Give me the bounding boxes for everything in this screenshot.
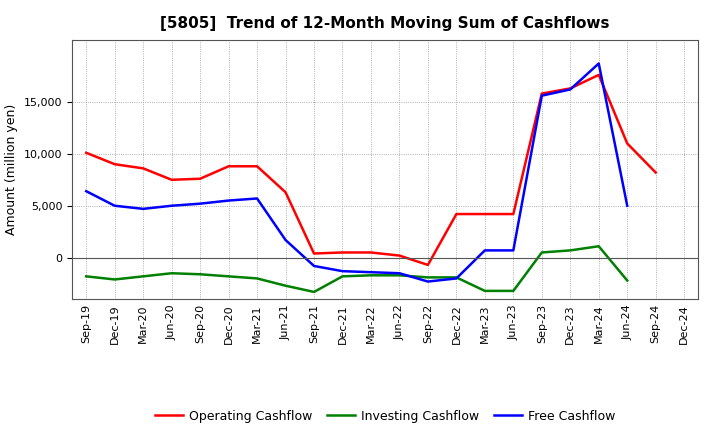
- Operating Cashflow: [652, 170, 660, 175]
- Free Cashflow: [452, 276, 461, 281]
- Operating Cashflow: [196, 176, 204, 181]
- Free Cashflow: [366, 270, 375, 275]
- Free Cashflow: [253, 196, 261, 201]
- Free Cashflow: [167, 203, 176, 209]
- Free Cashflow: [480, 248, 489, 253]
- Free Cashflow: [310, 263, 318, 268]
- Title: [5805]  Trend of 12-Month Moving Sum of Cashflows: [5805] Trend of 12-Month Moving Sum of C…: [161, 16, 610, 32]
- Operating Cashflow: [595, 72, 603, 77]
- Free Cashflow: [110, 203, 119, 209]
- Operating Cashflow: [509, 211, 518, 216]
- Operating Cashflow: [452, 211, 461, 216]
- Investing Cashflow: [196, 271, 204, 277]
- Free Cashflow: [509, 248, 518, 253]
- Free Cashflow: [338, 268, 347, 274]
- Operating Cashflow: [310, 251, 318, 256]
- Operating Cashflow: [110, 161, 119, 167]
- Operating Cashflow: [167, 177, 176, 183]
- Free Cashflow: [595, 61, 603, 66]
- Investing Cashflow: [595, 244, 603, 249]
- Free Cashflow: [423, 279, 432, 284]
- Investing Cashflow: [537, 250, 546, 255]
- Investing Cashflow: [139, 274, 148, 279]
- Investing Cashflow: [452, 275, 461, 280]
- Operating Cashflow: [139, 166, 148, 171]
- Free Cashflow: [82, 189, 91, 194]
- Free Cashflow: [623, 203, 631, 209]
- Investing Cashflow: [225, 274, 233, 279]
- Investing Cashflow: [480, 288, 489, 293]
- Operating Cashflow: [225, 164, 233, 169]
- Legend: Operating Cashflow, Investing Cashflow, Free Cashflow: Operating Cashflow, Investing Cashflow, …: [150, 405, 620, 428]
- Investing Cashflow: [110, 277, 119, 282]
- Investing Cashflow: [253, 276, 261, 281]
- Free Cashflow: [566, 87, 575, 92]
- Operating Cashflow: [82, 150, 91, 155]
- Operating Cashflow: [537, 91, 546, 96]
- Investing Cashflow: [509, 288, 518, 293]
- Free Cashflow: [196, 201, 204, 206]
- Operating Cashflow: [623, 141, 631, 146]
- Operating Cashflow: [253, 164, 261, 169]
- Line: Investing Cashflow: Investing Cashflow: [86, 246, 627, 292]
- Free Cashflow: [225, 198, 233, 203]
- Operating Cashflow: [566, 86, 575, 91]
- Line: Operating Cashflow: Operating Cashflow: [86, 75, 656, 265]
- Investing Cashflow: [366, 273, 375, 278]
- Investing Cashflow: [623, 278, 631, 283]
- Investing Cashflow: [167, 271, 176, 276]
- Free Cashflow: [395, 271, 404, 276]
- Investing Cashflow: [310, 289, 318, 294]
- Free Cashflow: [282, 237, 290, 242]
- Line: Free Cashflow: Free Cashflow: [86, 63, 627, 282]
- Operating Cashflow: [423, 262, 432, 268]
- Investing Cashflow: [395, 273, 404, 278]
- Investing Cashflow: [338, 274, 347, 279]
- Investing Cashflow: [282, 283, 290, 288]
- Free Cashflow: [139, 206, 148, 212]
- Operating Cashflow: [366, 250, 375, 255]
- Operating Cashflow: [338, 250, 347, 255]
- Operating Cashflow: [282, 190, 290, 195]
- Free Cashflow: [537, 93, 546, 98]
- Operating Cashflow: [480, 211, 489, 216]
- Investing Cashflow: [566, 248, 575, 253]
- Operating Cashflow: [395, 253, 404, 258]
- Investing Cashflow: [423, 275, 432, 280]
- Investing Cashflow: [82, 274, 91, 279]
- Y-axis label: Amount (million yen): Amount (million yen): [5, 104, 18, 235]
